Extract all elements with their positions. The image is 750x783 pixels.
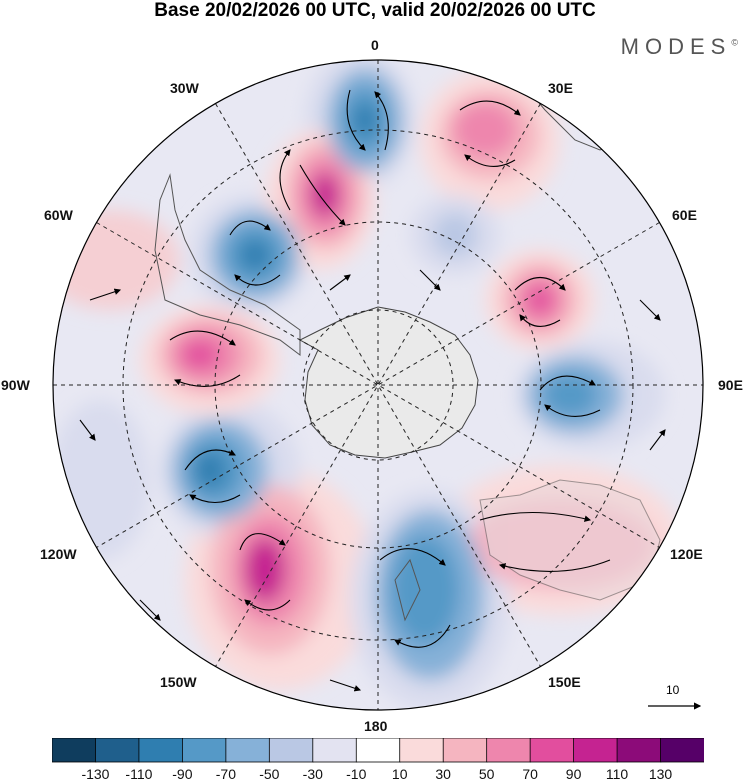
colorbar-swatch	[355, 738, 401, 763]
colorbar-swatch	[268, 738, 314, 763]
colorbar-tick-label: 130	[648, 766, 673, 782]
colorbar-swatch	[529, 738, 575, 763]
graticule	[53, 60, 703, 710]
colorbar-swatch	[442, 738, 488, 763]
colorbar-tick-label: -50	[259, 766, 280, 782]
colorbar-tick-label: 110	[605, 766, 629, 782]
map-title: Base 20/02/2026 00 UTC, valid 20/02/2026…	[154, 0, 596, 21]
colorbar-swatch	[573, 738, 618, 763]
brand-copyright-mark: ©	[731, 37, 738, 48]
colorbar-tick-label: -70	[215, 766, 236, 782]
lon-label-150w: 150W	[160, 674, 197, 690]
brand-text: MODES	[620, 34, 732, 59]
colorbar-swatch	[312, 738, 358, 763]
lon-label-90e: 90E	[718, 377, 743, 393]
colorbar-swatch	[52, 738, 97, 763]
colorbar-swatch	[660, 738, 704, 763]
reference-vector-label: 10	[666, 683, 680, 697]
lon-label-0: 0	[371, 37, 379, 53]
lon-label-30e: 30E	[548, 80, 573, 96]
colorbar-tick-label: 10	[391, 766, 408, 782]
wind-vectors	[79, 89, 666, 692]
colorbar-tick-label: -130	[81, 766, 110, 782]
colorbar-swatch	[616, 738, 662, 763]
colorbar-swatch	[138, 738, 184, 763]
colorbar-tick-label: 70	[522, 766, 538, 782]
anomaly-field	[53, 60, 703, 710]
colorbar-tick-label: 30	[435, 766, 451, 782]
colorbar-swatch	[486, 738, 532, 763]
lon-label-120w: 120W	[40, 546, 77, 562]
colorbar-swatch	[181, 738, 227, 763]
colorbar-tick-label: -90	[172, 766, 193, 782]
lon-label-60w: 60W	[44, 207, 73, 223]
colorbar-swatch	[399, 738, 445, 763]
colorbar-tick-label: -10	[346, 766, 367, 782]
lon-label-90w: 90W	[1, 377, 30, 393]
lon-label-30w: 30W	[170, 80, 199, 96]
colorbar-tick-label: -30	[302, 766, 323, 782]
colorbar-tick-label: 90	[565, 766, 582, 782]
colorbar-tick-label: -110	[125, 766, 153, 782]
lon-label-120e: 120E	[670, 546, 703, 562]
colorbar	[52, 738, 704, 763]
lon-label-180: 180	[364, 718, 388, 734]
brand-logo: MODES©	[621, 34, 738, 60]
lon-label-150e: 150E	[548, 674, 581, 690]
colorbar-tick-label: 50	[478, 766, 495, 782]
colorbar-swatch	[225, 738, 271, 763]
colorbar-swatch	[95, 738, 140, 763]
lon-label-60e: 60E	[672, 207, 697, 223]
